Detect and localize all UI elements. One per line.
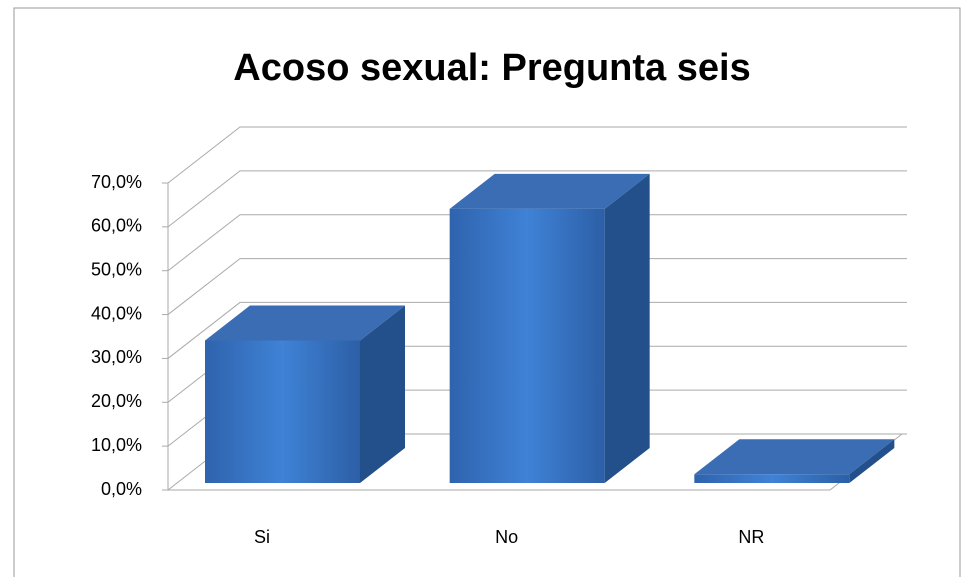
- x-tick-label: No: [495, 527, 518, 547]
- bar-top: [449, 173, 650, 209]
- y-tick-label: 40,0%: [91, 303, 142, 323]
- bar-top: [205, 305, 405, 341]
- bar-front: [449, 208, 605, 483]
- bar-side: [604, 173, 650, 483]
- chart-title: Acoso sexual: Pregunta seis: [233, 47, 750, 89]
- y-tick-label: 30,0%: [91, 347, 142, 367]
- bar: [694, 439, 895, 483]
- y-tick-label: 70,0%: [91, 172, 142, 192]
- y-tick-label: 20,0%: [91, 391, 142, 411]
- bar-side: [360, 305, 405, 483]
- x-tick-label: NR: [738, 527, 764, 547]
- bar-side: [849, 439, 895, 483]
- grid-line: [167, 126, 907, 184]
- grid-line: [167, 258, 907, 315]
- x-tick-label: Si: [254, 527, 270, 547]
- y-tick-label: 50,0%: [91, 259, 142, 279]
- bar-top: [694, 439, 895, 475]
- grid-line: [167, 214, 907, 272]
- bar-front: [205, 340, 360, 483]
- bar: [205, 305, 405, 483]
- bar: [449, 173, 650, 483]
- y-tick-label: 60,0%: [91, 216, 142, 236]
- y-tick-label: 0,0%: [101, 479, 142, 499]
- chart-border: [13, 7, 961, 577]
- y-tick-label: 10,0%: [91, 435, 142, 455]
- bar-front: [694, 474, 850, 483]
- grid-line: [167, 301, 907, 359]
- grid-line: [167, 170, 907, 228]
